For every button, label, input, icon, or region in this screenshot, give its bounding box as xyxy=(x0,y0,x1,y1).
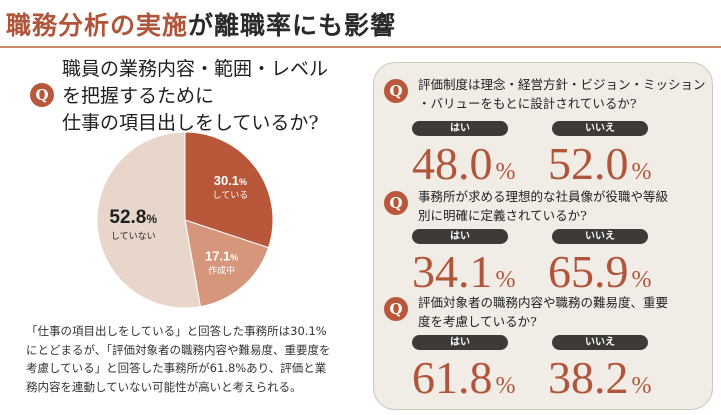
yes-label: はい xyxy=(412,121,508,136)
survey-question-text: 事務所が求める理想的な社員像が役職や等級 別に明確に定義されているか? xyxy=(418,187,708,225)
summary-note: 「仕事の項目出しをしている」と回答した事務所は30.1% にとどまるが、「評価対… xyxy=(26,322,356,396)
title-rest: が離職率にも影響 xyxy=(188,11,397,40)
summary-note-line: 「仕事の項目出しをしている」と回答した事務所は30.1% xyxy=(26,324,327,338)
no-value: 65.9% xyxy=(548,249,652,303)
no-value-number: 38.2 xyxy=(548,352,629,403)
survey-question-text: 評価制度は理念・経営方針・ビジョン・ミッション ・バリューをもとに設計されている… xyxy=(418,75,708,113)
no-value-unit: % xyxy=(631,373,652,399)
pie-slice-label: 作成中 xyxy=(208,264,235,276)
title-accent: 職務分析の実施 xyxy=(6,11,189,40)
yes-value-unit: % xyxy=(495,267,516,293)
pie-slice xyxy=(184,219,270,308)
survey-question-line: 別に明確に定義されているか? xyxy=(418,208,587,223)
no-label: いいえ xyxy=(552,335,648,350)
pie-slice-unit: % xyxy=(146,212,157,226)
summary-note-line: 務内容を連動していない可能性が高いと考えられる。 xyxy=(26,379,302,394)
no-value-unit: % xyxy=(631,267,652,293)
yes-value-number: 61.8 xyxy=(412,352,493,403)
pie-slice-unit: % xyxy=(239,177,247,187)
question-badge-icon: Q xyxy=(384,297,408,321)
pie-slice-value: 17.1% xyxy=(205,248,238,263)
yes-label: はい xyxy=(412,335,508,350)
yes-value-number: 48.0 xyxy=(412,138,493,189)
question-badge-icon: Q xyxy=(384,79,408,103)
no-value-number: 65.9 xyxy=(548,246,629,297)
main-question-line: を把握するために xyxy=(62,85,215,107)
no-label: いいえ xyxy=(552,229,648,244)
pie-slice-value: 52.8% xyxy=(109,207,157,228)
survey-question-text: 評価対象者の職務内容や職務の難易度、重要 度を考慮しているか? xyxy=(418,293,708,331)
no-value-unit: % xyxy=(631,159,652,185)
survey-question-line: 度を考慮しているか? xyxy=(418,314,537,329)
question-badge-icon: Q xyxy=(384,191,408,215)
main-question-line: 職員の業務内容・範囲・レベル xyxy=(62,58,329,80)
yes-label: はい xyxy=(412,229,508,244)
pie-slice xyxy=(96,131,201,309)
pie-slice-label: している xyxy=(213,190,249,201)
yes-value-unit: % xyxy=(495,159,516,185)
page-title: 職務分析の実施が離職率にも影響 xyxy=(6,6,396,42)
summary-note-line: 考慮している」と回答した事務所が61.8%あり、評価と業 xyxy=(26,361,327,375)
main-question: 職員の業務内容・範囲・レベル を把握するために 仕事の項目出しをしているか? xyxy=(62,56,362,137)
main-question-line: 仕事の項目出しをしているか? xyxy=(62,112,319,134)
no-value: 52.0% xyxy=(548,141,652,195)
survey-question-line: 評価制度は理念・経営方針・ビジョン・ミッション xyxy=(418,77,706,92)
title-divider xyxy=(0,46,721,48)
yes-value-unit: % xyxy=(495,373,516,399)
no-value-number: 52.0 xyxy=(548,138,629,189)
yes-value: 61.8% xyxy=(412,355,516,409)
survey-question-line: 評価対象者の職務内容や職務の難易度、重要 xyxy=(418,295,669,310)
survey-question-line: 事務所が求める理想的な社員像が役職や等級 xyxy=(418,189,669,204)
no-value: 38.2% xyxy=(548,355,652,409)
pie-slice-unit: % xyxy=(230,252,238,262)
summary-note-line: にとどまるが、「評価対象者の職務内容や難易度、重要度を xyxy=(26,342,331,357)
survey-question-line: ・バリューをもとに設計されているか? xyxy=(418,96,637,111)
pie-slice-value: 30.1% xyxy=(214,173,247,188)
yes-value: 34.1% xyxy=(412,249,516,303)
yes-value-number: 34.1 xyxy=(412,246,493,297)
survey-panel: Q 評価制度は理念・経営方針・ビジョン・ミッション ・バリューをもとに設計されて… xyxy=(373,62,713,410)
question-badge-icon: Q xyxy=(30,83,54,107)
pie-chart: 30.1% している 17.1%作成中 52.8% していない xyxy=(96,131,274,309)
pie-slice-label: していない xyxy=(111,231,156,242)
yes-value: 48.0% xyxy=(412,141,516,195)
pie-slice xyxy=(184,131,274,249)
no-label: いいえ xyxy=(552,121,648,136)
